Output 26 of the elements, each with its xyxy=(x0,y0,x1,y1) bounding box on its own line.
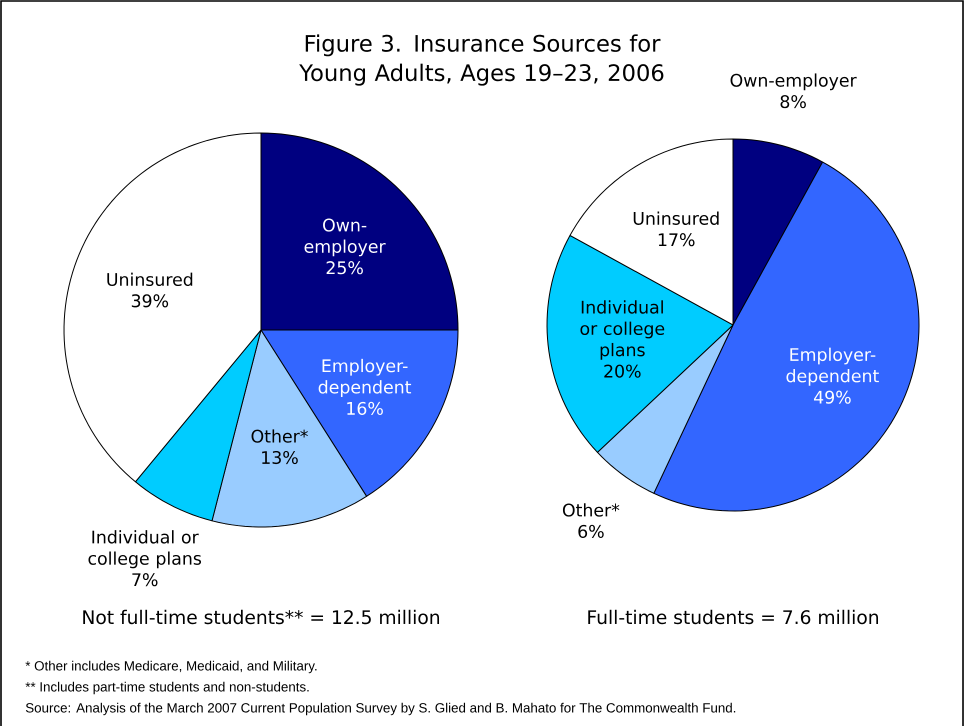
slice-label: Own-employer xyxy=(730,73,857,90)
slice-label: Other* xyxy=(252,429,308,443)
data-label: 6% xyxy=(578,524,604,538)
data-label: 7% xyxy=(132,573,158,586)
slice-label: Own-employer xyxy=(304,218,386,256)
text: ** Includes part-time students and non-students. xyxy=(25,682,309,694)
source-note: Source: Analysis of the March 2007 Current Population Survey by S. Glied and B. Mahato for The Commonwealth Fund. xyxy=(26,702,736,716)
slice-label: Uninsured xyxy=(107,272,192,286)
data-label: 49% xyxy=(814,390,851,404)
text: Full-time students = 7.6 million xyxy=(588,610,878,624)
slice-label: Uninsured xyxy=(634,212,719,225)
data-label: 8% xyxy=(780,95,806,108)
chart-title: Figure 3. Insurance Sources for Young Adults, Ages 19–23, 2006 xyxy=(299,34,664,86)
slice-label: Employer-dependent xyxy=(786,348,879,386)
slice-label: Individual or college plans xyxy=(88,530,202,568)
data-label: 16% xyxy=(347,402,383,415)
slice-label: Individual or college plans xyxy=(580,300,664,360)
data-label: 20% xyxy=(604,364,641,378)
slice-label: Employer-dependent xyxy=(318,358,412,397)
data-label: 13% xyxy=(262,450,298,464)
data-label: 25% xyxy=(326,261,363,274)
text: * Other includes Medicare, Medicaid, and Military. xyxy=(25,660,316,674)
slice-label: Other* xyxy=(562,503,620,517)
data-label: 17% xyxy=(658,233,695,246)
text: Not full-time students** = 12.5 million xyxy=(83,610,440,624)
data-label: 39% xyxy=(132,294,168,308)
